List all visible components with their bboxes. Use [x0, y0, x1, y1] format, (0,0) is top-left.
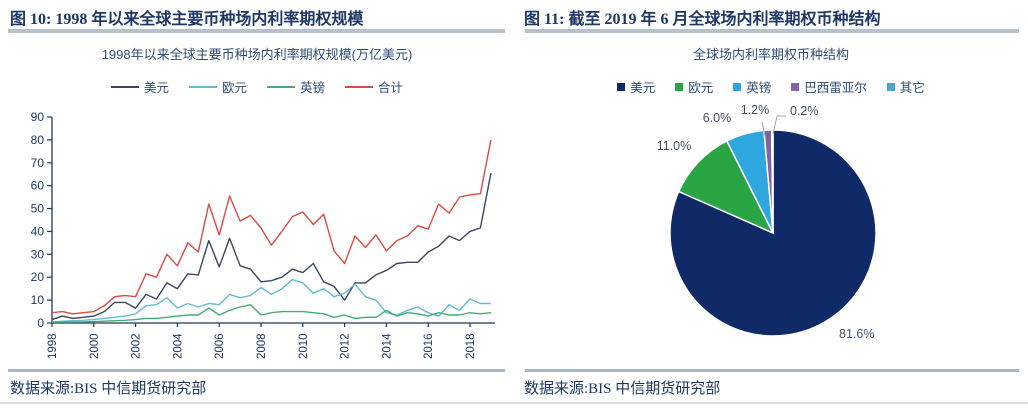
legend-label: 合计 — [378, 81, 404, 95]
figure-10-source: 数据来源:BIS 中信期货研究部 — [10, 381, 207, 397]
legend-item-巴西雷亚尔: 巴西雷亚尔 — [791, 77, 867, 96]
legend-label: 其它 — [899, 81, 925, 95]
legend-item-英镑: 英镑 — [733, 77, 771, 96]
legend-item-英镑: 英镑 — [267, 77, 325, 96]
figure-11-source: 数据来源:BIS 中信期货研究部 — [524, 381, 721, 397]
y-tick-label: 90 — [31, 110, 45, 124]
legend-label: 美元 — [143, 81, 169, 95]
legend-label: 巴西雷亚尔 — [804, 81, 867, 95]
line-series-合计 — [51, 139, 492, 315]
figure-10-header-divider — [8, 29, 505, 33]
pie-slice-欧元 — [677, 139, 775, 235]
pie-label-英镑: 6.0% — [703, 111, 732, 125]
legend-swatch — [267, 85, 295, 88]
leader-line-其它 — [772, 115, 786, 135]
figure-10-panel: 图 10: 1998 年以来全球主要币种场内利率期权规模 1998年以来全球主要… — [0, 11, 514, 397]
pie-label-欧元: 11.0% — [657, 139, 692, 153]
x-tick-label: 1998 — [47, 333, 59, 359]
legend-swatch — [675, 82, 684, 91]
figure-11-header-divider — [525, 29, 1019, 33]
legend-item-欧元: 欧元 — [675, 77, 713, 96]
pie-label-巴西雷亚尔: 1.2% — [741, 103, 770, 117]
legend-swatch — [617, 82, 626, 91]
legend-label: 欧元 — [221, 81, 247, 95]
y-tick-label: 20 — [31, 270, 45, 284]
legend-swatch — [886, 82, 895, 91]
x-tick-label: 2004 — [172, 333, 184, 359]
legend-swatch — [110, 85, 139, 88]
x-tick-label: 2016 — [423, 333, 435, 359]
line-chart-legend: 美元 欧元 英镑 合计 — [0, 77, 514, 96]
pie-slice-其它 — [770, 129, 774, 234]
figure-10-title: 图 10: 1998 年以来全球主要币种场内利率期权规模 — [10, 11, 364, 28]
line-chart-title: 1998年以来全球主要币种场内利率期权规模(万亿美元) — [101, 47, 413, 62]
x-tick-label: 2000 — [89, 333, 101, 359]
y-tick-label: 50 — [31, 202, 45, 216]
pie-label-美元: 81.6% — [839, 327, 874, 341]
x-tick-label: 2002 — [131, 333, 143, 359]
legend-label: 英镑 — [300, 81, 326, 95]
figure-11-panel: 图 11: 截至 2019 年 6 月全球场内利率期权币种结构 全球场内利率期权… — [514, 0, 1028, 411]
figure-11-source-divider — [525, 369, 1019, 372]
x-tick-label: 2012 — [340, 333, 352, 359]
legend-item-欧元: 欧元 — [188, 77, 247, 96]
legend-swatch — [188, 85, 217, 88]
legend-label: 英镑 — [746, 81, 772, 95]
y-tick-label: 70 — [31, 156, 45, 170]
line-series-美元 — [51, 172, 492, 321]
pie-chart-title: 全球场内利率期权币种结构 — [692, 47, 849, 62]
legend-item-美元: 美元 — [617, 77, 655, 96]
legend-item-其它: 其它 — [886, 77, 925, 96]
legend-swatch — [345, 85, 374, 88]
legend-label: 美元 — [630, 81, 656, 95]
pie-chart-svg: 81.6% 11.0% 6.0% 1.2% 0.2% — [657, 103, 877, 341]
legend-item-美元: 美元 — [110, 77, 169, 96]
y-tick-label: 80 — [31, 133, 45, 147]
legend-swatch — [791, 82, 800, 91]
y-tick-label: 40 — [31, 224, 45, 238]
pie-slice-美元 — [669, 129, 877, 337]
x-tick-label: 2006 — [214, 333, 226, 359]
legend-item-合计: 合计 — [345, 77, 403, 96]
legend-swatch — [733, 82, 742, 91]
pie-chart-legend: 美元 欧元 英镑 巴西雷亚尔 其它 — [514, 77, 1028, 96]
x-tick-label: 2008 — [256, 333, 268, 359]
line-chart-svg: 0 10 20 30 40 50 60 70 80 90 1998 2000 2002 2004 2006 2… — [31, 110, 495, 359]
x-tick-label: 2018 — [465, 333, 477, 359]
page-bottom-border — [0, 402, 1028, 404]
y-tick-label: 30 — [31, 247, 45, 261]
legend-label: 欧元 — [688, 81, 714, 95]
y-tick-label: 60 — [31, 179, 45, 193]
x-tick-label: 2010 — [298, 333, 310, 359]
figure-11-title: 图 11: 截至 2019 年 6 月全球场内利率期权币种结构 — [524, 11, 881, 28]
y-tick-label: 10 — [31, 293, 45, 307]
x-tick-label: 2014 — [381, 333, 393, 359]
line-series-英镑 — [51, 303, 491, 323]
figure-10-source-divider — [8, 369, 505, 372]
line-series-欧元 — [51, 278, 491, 323]
y-tick-label: 0 — [37, 316, 44, 330]
leader-line-巴西雷亚尔 — [761, 121, 766, 137]
pie-label-其它: 0.2% — [790, 104, 819, 118]
